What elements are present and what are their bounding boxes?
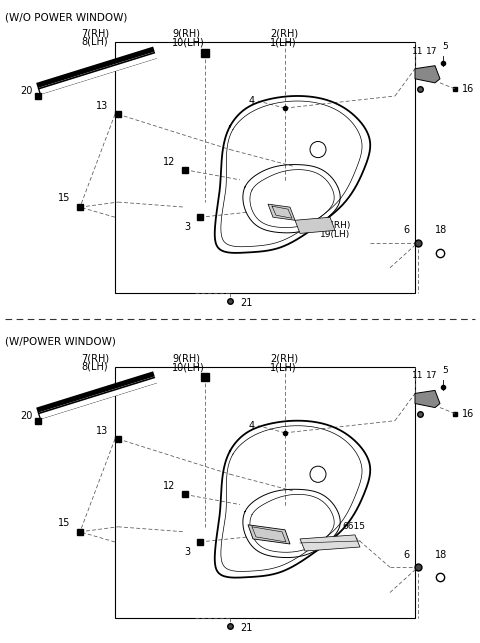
Text: 10(LH): 10(LH) <box>172 37 205 48</box>
Text: 6: 6 <box>404 550 410 560</box>
Text: 9(RH): 9(RH) <box>172 28 200 39</box>
Text: 8(LH): 8(LH) <box>82 361 108 371</box>
Text: 16: 16 <box>462 409 474 419</box>
Text: 4: 4 <box>249 421 255 431</box>
Text: 2(RH): 2(RH) <box>270 353 298 363</box>
Bar <box>115 42 415 293</box>
Text: 10(LH): 10(LH) <box>172 362 205 372</box>
Polygon shape <box>248 525 290 544</box>
Text: 11: 11 <box>412 371 424 380</box>
Text: 4: 4 <box>249 96 255 106</box>
Text: 12: 12 <box>163 157 175 167</box>
Text: 20: 20 <box>20 86 32 96</box>
Text: 19(LH): 19(LH) <box>320 230 350 239</box>
Polygon shape <box>415 66 440 83</box>
Text: 3: 3 <box>184 547 190 557</box>
Text: 21: 21 <box>240 298 252 308</box>
Text: 1(LH): 1(LH) <box>270 37 297 48</box>
Text: 9(RH): 9(RH) <box>172 353 200 363</box>
Text: 6: 6 <box>404 226 410 235</box>
Text: 15: 15 <box>58 518 70 528</box>
Text: 13: 13 <box>96 101 108 111</box>
Text: 7(RH): 7(RH) <box>81 28 109 39</box>
Text: 16: 16 <box>462 84 474 94</box>
Text: 11: 11 <box>412 46 424 55</box>
Text: 2(RH): 2(RH) <box>270 28 298 39</box>
Polygon shape <box>268 204 295 221</box>
Text: 13: 13 <box>96 426 108 436</box>
Text: 17: 17 <box>426 371 438 380</box>
Text: 18: 18 <box>435 550 447 560</box>
Text: 17: 17 <box>426 46 438 55</box>
Text: 6615: 6615 <box>342 522 365 531</box>
Text: 3: 3 <box>184 222 190 232</box>
Polygon shape <box>415 390 440 408</box>
Text: 20: 20 <box>20 411 32 421</box>
Text: 1(LH): 1(LH) <box>270 362 297 372</box>
Text: (W/O POWER WINDOW): (W/O POWER WINDOW) <box>5 12 127 22</box>
Polygon shape <box>295 217 335 233</box>
Text: 14(RH): 14(RH) <box>320 221 351 230</box>
Text: 12: 12 <box>163 482 175 491</box>
Text: 21: 21 <box>240 623 252 633</box>
Text: 5: 5 <box>442 42 448 51</box>
Text: 15: 15 <box>58 193 70 203</box>
Bar <box>115 367 415 618</box>
Text: 7(RH): 7(RH) <box>81 353 109 363</box>
Text: (W/POWER WINDOW): (W/POWER WINDOW) <box>5 337 116 347</box>
Text: 8(LH): 8(LH) <box>82 37 108 46</box>
Text: 18: 18 <box>435 226 447 235</box>
Text: 5: 5 <box>442 367 448 376</box>
Polygon shape <box>300 535 360 551</box>
